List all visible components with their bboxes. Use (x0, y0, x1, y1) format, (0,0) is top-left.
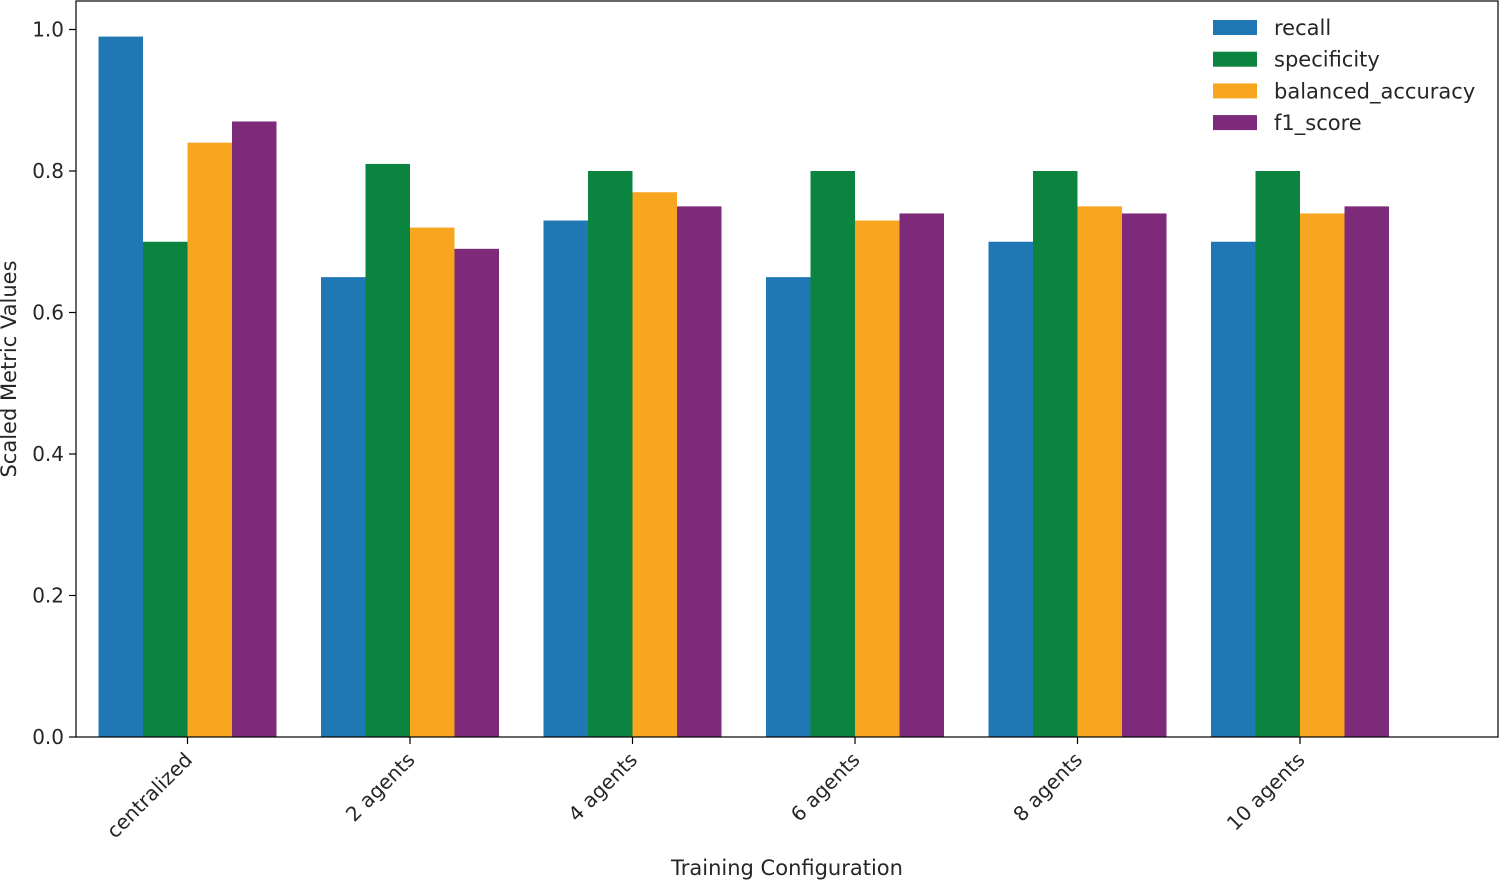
bar-balanced-accuracy-2-agents (410, 227, 455, 737)
bar-specificity-8-agents (1033, 171, 1078, 737)
x-tick-label: centralized (102, 748, 197, 843)
x-tick-label: 2 agents (341, 748, 420, 827)
y-tick-label: 0.4 (32, 442, 64, 466)
legend-swatch-f1-score (1213, 115, 1257, 131)
bar-recall-10-agents (1211, 241, 1256, 737)
legend-swatch-balanced-accuracy (1213, 83, 1257, 99)
bar-specificity-10-agents (1255, 171, 1300, 737)
y-axis-label: Scaled Metric Values (0, 260, 21, 477)
bar-specificity-6-agents (810, 171, 855, 737)
bar-f1-score-6-agents (899, 213, 944, 737)
bar-recall-8-agents (988, 241, 1033, 737)
y-tick-label: 0.2 (32, 584, 64, 608)
y-tick-label: 0.8 (32, 159, 64, 183)
y-tick-label: 1.0 (32, 18, 64, 42)
legend-label-recall: recall (1274, 16, 1331, 40)
y-tick-label: 0.6 (32, 301, 64, 325)
bar-f1-score-2-agents (454, 248, 499, 737)
legend-label-f1-score: f1_score (1274, 111, 1362, 136)
bar-specificity-4-agents (588, 171, 633, 737)
x-tick-label: 8 agents (1008, 748, 1087, 827)
bar-balanced-accuracy-10-agents (1300, 213, 1345, 737)
bars-group (98, 36, 1389, 738)
x-tick-label: 10 agents (1222, 748, 1310, 836)
bar-balanced-accuracy-8-agents (1077, 206, 1122, 737)
legend: recall specificity balanced_accuracy f1_sco… (1213, 16, 1475, 136)
bar-specificity-centralized (143, 241, 188, 737)
x-tick-label: 4 agents (563, 748, 642, 827)
legend-label-balanced-accuracy: balanced_accuracy (1274, 79, 1475, 104)
legend-label-specificity: specificity (1274, 48, 1380, 72)
y-axis: 0.0 0.2 0.4 0.6 0.8 1.0 (32, 18, 76, 749)
bar-recall-centralized (98, 36, 143, 737)
x-axis-label: Training Configuration (670, 856, 903, 880)
bar-specificity-2-agents (365, 163, 410, 738)
y-tick-label: 0.0 (32, 725, 64, 749)
legend-swatch-specificity (1213, 51, 1257, 67)
bar-balanced-accuracy-centralized (187, 142, 232, 737)
plot-frame (75, 0, 1499, 738)
x-tick-label: 6 agents (786, 748, 865, 827)
bar-balanced-accuracy-4-agents (632, 192, 677, 738)
bar-f1-score-10-agents (1344, 206, 1389, 737)
bar-f1-score-4-agents (677, 206, 722, 737)
bar-f1-score-centralized (232, 121, 277, 738)
legend-swatch-recall (1213, 20, 1257, 35)
bar-recall-2-agents (321, 277, 366, 737)
x-axis: centralized 2 agents 4 agents 6 agents 8 age… (102, 737, 1310, 843)
bar-recall-6-agents (766, 277, 811, 737)
bar-recall-4-agents (543, 220, 588, 737)
bar-balanced-accuracy-6-agents (855, 220, 900, 737)
bar-f1-score-8-agents (1122, 213, 1167, 737)
